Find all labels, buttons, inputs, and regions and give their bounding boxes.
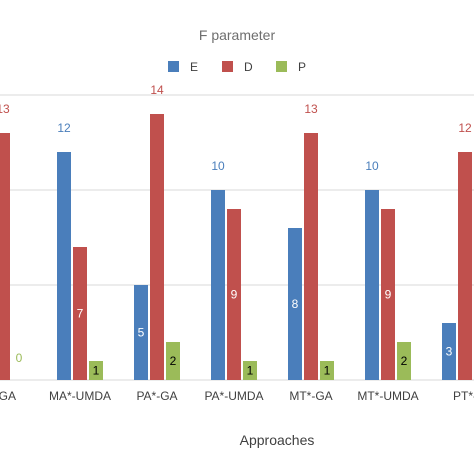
bar-e-2 (134, 285, 148, 380)
data-label-p-1: 1 (93, 364, 100, 378)
data-label-e-1: 12 (57, 121, 71, 135)
bar-d-2 (150, 114, 164, 380)
data-label-p-5: 2 (401, 354, 408, 368)
x-axis-title: Approaches (240, 432, 315, 448)
legend-swatch-p (276, 61, 287, 72)
bar-d-0 (0, 133, 10, 380)
x-tick-label: PT*- (453, 389, 474, 403)
bar-p-5 (397, 342, 411, 380)
data-label-p-3: 1 (247, 364, 254, 378)
data-label-d-5: 9 (385, 288, 392, 302)
bars (0, 114, 472, 380)
data-label-p-2: 2 (170, 354, 177, 368)
bar-d-6 (458, 152, 472, 380)
x-tick-label: MA*-UMDA (49, 389, 111, 403)
chart-title: F parameter (199, 27, 276, 43)
bar-e-4 (288, 228, 302, 380)
data-label-d-1: 7 (77, 307, 84, 321)
bar-d-3 (227, 209, 241, 380)
data-label-d-4: 13 (304, 102, 318, 116)
data-label-e-3: 10 (211, 159, 225, 173)
x-tick-label: MT*-GA (289, 389, 332, 403)
data-label-d-2: 14 (150, 83, 164, 97)
bar-e-6 (442, 323, 456, 380)
bar-p-2 (166, 342, 180, 380)
data-labels: 13 0 12 7 1 5 14 2 10 9 1 8 13 1 10 9 2 3 12 (0, 83, 472, 378)
data-label-e-4: 8 (292, 297, 299, 311)
data-label-p-0: 0 (16, 351, 23, 365)
legend-swatch-d (222, 61, 233, 72)
x-tick-label: *-GA (0, 389, 16, 403)
bar-e-5 (365, 190, 379, 380)
data-label-e-5: 10 (365, 159, 379, 173)
bar-p-1 (89, 361, 103, 380)
x-tick-label: MT*-UMDA (357, 389, 418, 403)
legend-label-e: E (190, 60, 198, 74)
bar-p-3 (243, 361, 257, 380)
bar-d-5 (381, 209, 395, 380)
legend-label-d: D (244, 60, 253, 74)
bar-d-1 (73, 247, 87, 380)
x-tick-label: PA*-UMDA (204, 389, 263, 403)
data-label-d-6: 12 (458, 121, 472, 135)
bar-e-1 (57, 152, 71, 380)
bar-d-4 (304, 133, 318, 380)
legend-label-p: P (298, 60, 306, 74)
x-tick-labels: *-GA MA*-UMDA PA*-GA PA*-UMDA MT*-GA MT*-UMDA… (0, 389, 474, 403)
x-tick-label: PA*-GA (136, 389, 177, 403)
bar-p-4 (320, 361, 334, 380)
data-label-p-4: 1 (324, 364, 331, 378)
data-label-e-2: 5 (138, 326, 145, 340)
legend-swatch-e (168, 61, 179, 72)
data-label-d-3: 9 (231, 288, 238, 302)
bar-e-3 (211, 190, 225, 380)
data-label-d-0: 13 (0, 102, 10, 116)
data-label-e-6: 3 (446, 345, 453, 359)
